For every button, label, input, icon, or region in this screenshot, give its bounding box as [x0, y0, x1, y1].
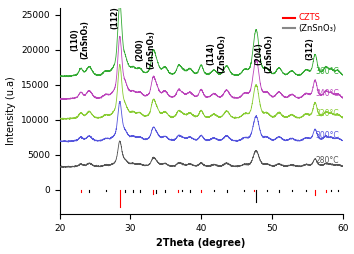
X-axis label: 2Theta (degree): 2Theta (degree) — [156, 239, 246, 248]
Y-axis label: Intensity (u.a): Intensity (u.a) — [6, 76, 16, 145]
Legend: CZTS, (ZnSnO₃): CZTS, (ZnSnO₃) — [281, 12, 338, 34]
Text: (200)
(ZnSnO₃): (200) (ZnSnO₃) — [136, 30, 155, 69]
Text: 340°C: 340°C — [315, 89, 339, 98]
Text: (114)
(ZnSnO₃): (114) (ZnSnO₃) — [206, 34, 226, 73]
Text: (110)
(ZnSnO₃): (110) (ZnSnO₃) — [70, 20, 89, 59]
Text: 360°C: 360°C — [315, 67, 339, 75]
Text: 300°C: 300°C — [315, 131, 339, 140]
Text: (312): (312) — [306, 37, 314, 60]
Text: (204)
(ZnSnO₃): (204) (ZnSnO₃) — [254, 34, 273, 73]
Text: 320°C: 320°C — [315, 108, 339, 118]
Text: 280°C: 280°C — [316, 156, 339, 165]
Text: (112): (112) — [111, 6, 120, 29]
